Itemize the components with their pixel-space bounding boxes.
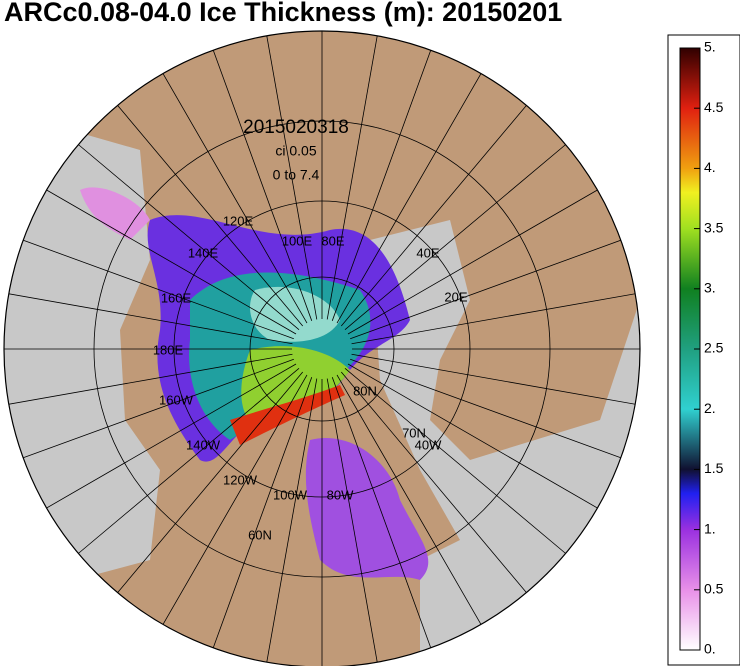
meridian <box>340 371 535 603</box>
parallel <box>249 276 395 422</box>
graticule-label: 40W <box>415 437 442 452</box>
graticule-label: 120W <box>223 472 258 487</box>
graticule <box>4 31 640 666</box>
meridian <box>351 353 640 407</box>
graticule-label: 160W <box>159 392 194 407</box>
colorbar-tick-label: 5. <box>704 39 716 55</box>
meridian <box>4 353 293 407</box>
ice-bay <box>305 438 429 580</box>
meridian <box>208 38 313 321</box>
meridian <box>326 31 380 320</box>
colorbar-tick-label: 3.5 <box>704 219 724 235</box>
meridian <box>351 291 640 345</box>
meridian <box>331 377 436 660</box>
meridian <box>344 367 576 562</box>
meridian <box>344 136 576 331</box>
meridian <box>340 95 535 327</box>
meridian <box>336 374 488 635</box>
meridian <box>208 377 313 660</box>
colorbar-tick-label: 0. <box>704 641 716 657</box>
meridian <box>4 291 293 345</box>
colorbar-tick-label: 3. <box>704 280 716 296</box>
graticule-label: 140E <box>188 245 219 260</box>
meridian <box>68 136 300 331</box>
meridian <box>350 358 633 463</box>
meridian <box>264 378 318 666</box>
meridian <box>336 63 488 324</box>
colorbar-tick-label: 4. <box>704 159 716 175</box>
colorbar-tick-label: 1. <box>704 520 716 536</box>
meridian <box>347 183 608 335</box>
colorbar-tick-label: 2. <box>704 400 716 416</box>
colorbar-tick-label: 4.5 <box>704 99 724 115</box>
meridian <box>109 95 304 327</box>
meridian <box>36 183 297 335</box>
graticule-label: 120E <box>223 213 254 228</box>
graticule-label: 100E <box>282 233 313 248</box>
colorbar-frame <box>667 34 740 666</box>
map <box>4 31 640 666</box>
meridian <box>156 374 308 635</box>
meridian <box>264 31 318 320</box>
meridian <box>347 363 608 515</box>
meridian <box>350 235 633 340</box>
map-border <box>3 30 641 666</box>
graticule-label: 80N <box>353 383 377 398</box>
meridian <box>109 371 304 603</box>
meridian <box>36 363 297 515</box>
meridian <box>11 358 294 463</box>
graticule-label: 180E <box>153 342 184 357</box>
parallel <box>173 200 471 498</box>
meridian <box>331 38 436 321</box>
ice-thickest <box>230 385 345 445</box>
colorbar-tick-label: 2.5 <box>704 340 724 356</box>
graticule-label: 80W <box>327 487 354 502</box>
meridian <box>326 378 380 666</box>
date-label: 2015020318 <box>243 117 349 138</box>
meridian <box>156 63 308 324</box>
range-label: 0 to 7.4 <box>273 167 320 183</box>
colorbar-tick-label: 0.5 <box>704 581 724 597</box>
graticule-label: 160E <box>161 290 192 305</box>
colorbar-tick-label: 1.5 <box>704 460 724 476</box>
graticule-label: 40E <box>416 245 439 260</box>
ci-label: ci 0.05 <box>275 143 316 159</box>
title: ARCc0.08-04.0 Ice Thickness (m): 2015020… <box>4 0 562 27</box>
graticule-label: 100W <box>273 487 308 502</box>
parallel <box>93 120 551 578</box>
graticule-label: 80E <box>321 233 344 248</box>
graticule-label: 70N <box>402 425 426 440</box>
graticule-label: 140W <box>186 437 221 452</box>
graticule-label: 60N <box>248 527 272 542</box>
ice-pole <box>250 286 340 342</box>
ice-okhotsk <box>80 187 150 240</box>
meridian <box>11 235 294 340</box>
meridian <box>68 367 300 562</box>
graticule-label: 20E <box>444 289 467 304</box>
